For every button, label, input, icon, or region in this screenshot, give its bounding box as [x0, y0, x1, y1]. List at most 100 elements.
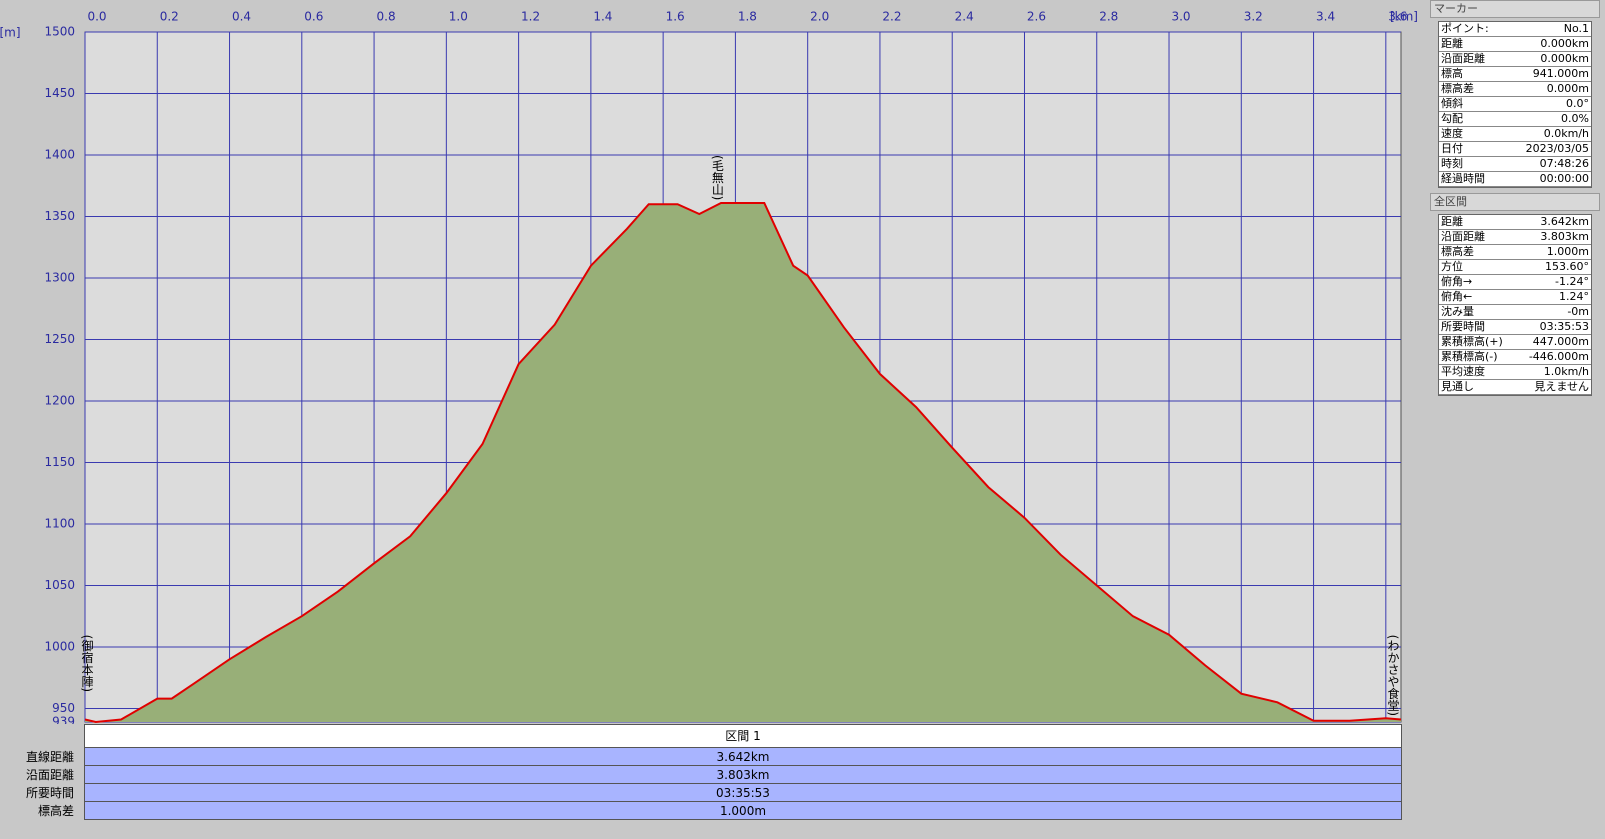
x-tick-label: 1.0: [449, 10, 468, 24]
panel-value: 0.0km/h: [1543, 127, 1589, 140]
panel-row: 標高差 1.000m: [1439, 245, 1591, 260]
panel-label: 日付: [1441, 142, 1463, 155]
y-tick-label: 1050: [44, 578, 75, 592]
x-tick-label: 0.6: [304, 10, 323, 24]
panel-value: 07:48:26: [1539, 157, 1589, 170]
panel-value: -1.24°: [1555, 275, 1589, 288]
panel-label: 沿面距離: [1441, 230, 1485, 243]
panel-label: 距離: [1441, 215, 1463, 228]
panel-value: 0.0%: [1561, 112, 1589, 125]
panel-value: -0m: [1567, 305, 1589, 318]
x-tick-label: 1.8: [738, 10, 757, 24]
panel-row: 速度 0.0km/h: [1439, 127, 1591, 142]
panel-label: ポイント:: [1441, 22, 1489, 35]
panel-label: 見通し: [1441, 380, 1474, 393]
x-tick-label: 2.0: [810, 10, 829, 24]
y-tick-label: 1200: [44, 393, 75, 407]
panel-value: 3.803km: [1540, 230, 1589, 243]
panel-row: 距離 0.000km: [1439, 37, 1591, 52]
panel-value: 153.60°: [1545, 260, 1589, 273]
panel-value: 00:00:00: [1539, 172, 1589, 185]
panel-value: 0.000km: [1540, 37, 1589, 50]
x-tick-label: 3.0: [1171, 10, 1190, 24]
y-tick-label: 1300: [44, 270, 75, 284]
segment-header: 区間 1: [84, 724, 1402, 748]
segment-value: 3.803km: [84, 766, 1402, 784]
x-tick-label: 3.4: [1316, 10, 1335, 24]
panel-value: 447.000m: [1532, 335, 1589, 348]
panel-row: 見通し 見えません: [1439, 380, 1591, 395]
panel-value: 941.000m: [1532, 67, 1589, 80]
x-tick-label: 0.2: [160, 10, 179, 24]
panel-label: 経過時間: [1441, 172, 1485, 185]
panel-row: 時刻 07:48:26: [1439, 157, 1591, 172]
y-tick-label: 1350: [44, 209, 75, 223]
panel-row: 傾斜 0.0°: [1439, 97, 1591, 112]
panel-row: 勾配 0.0%: [1439, 112, 1591, 127]
x-tick-label: 2.6: [1027, 10, 1046, 24]
panel-label: 距離: [1441, 37, 1463, 50]
panel-label: 沈み量: [1441, 305, 1474, 318]
panel-row: 累積標高(+) 447.000m: [1439, 335, 1591, 350]
panel-row: 所要時間 03:35:53: [1439, 320, 1591, 335]
panel-row: 距離 3.642km: [1439, 215, 1591, 230]
panel-value: 03:35:53: [1539, 320, 1589, 333]
panel-row: 標高 941.000m: [1439, 67, 1591, 82]
panel-label: 勾配: [1441, 112, 1463, 125]
y-tick-label: 1100: [44, 516, 75, 530]
panel-label: 累積標高(+): [1441, 335, 1503, 348]
panel-row: 方位 153.60°: [1439, 260, 1591, 275]
segment-row: 所要時間 03:35:53: [0, 784, 1402, 802]
segment-row: 標高差 1.000m: [0, 802, 1402, 820]
panel-label: 標高差: [1441, 82, 1474, 95]
segment-value: 3.642km: [84, 748, 1402, 766]
x-tick-label: 0.8: [377, 10, 396, 24]
y-tick-label: 1000: [44, 639, 75, 653]
x-tick-label: 2.8: [1099, 10, 1118, 24]
panel-row: 沿面距離 0.000km: [1439, 52, 1591, 67]
panel-value: 1.0km/h: [1543, 365, 1589, 378]
x-tick-label: 3.6: [1388, 10, 1407, 24]
panel-title: 全区間: [1430, 193, 1600, 211]
panel-label: 標高: [1441, 67, 1463, 80]
y-tick-label: 1500: [44, 25, 75, 39]
total-panel: 全区間 距離 3.642km 沿面距離 3.803km 標高差 1.000m 方位 153.6…: [1430, 193, 1600, 396]
panel-value: -446.000m: [1528, 350, 1589, 363]
panel-label: 俯角←: [1441, 290, 1473, 303]
x-tick-label: 1.4: [593, 10, 612, 24]
panel-label: 所要時間: [1441, 320, 1485, 333]
y-tick-label: 1400: [44, 147, 75, 161]
panel-row: 経過時間 00:00:00: [1439, 172, 1591, 187]
panel-title: マーカー: [1430, 0, 1600, 18]
panel-row: 平均速度 1.0km/h: [1439, 365, 1591, 380]
x-tick-label: 0.4: [232, 10, 251, 24]
y-tick-label: 1450: [44, 86, 75, 100]
annotation: (毛無山): [710, 155, 724, 200]
marker-box: ポイント: No.1 距離 0.000km 沿面距離 0.000km 標高 941.000m 標…: [1438, 21, 1592, 188]
segment-row: 沿面距離 3.803km: [0, 766, 1402, 784]
segment-table: 区間 1 直線距離 3.642km 沿面距離 3.803km 所要時間 03:35:53 標…: [0, 724, 1402, 820]
panel-value: 見えません: [1534, 380, 1589, 393]
annotation: (御宿本陣): [80, 635, 94, 692]
panel-label: 時刻: [1441, 157, 1463, 170]
segment-label: 所要時間: [25, 786, 74, 800]
panel-row: 累積標高(-) -446.000m: [1439, 350, 1591, 365]
panel-label: 傾斜: [1441, 97, 1463, 110]
y-tick-label: 1250: [44, 332, 75, 346]
annotation: (わかさや食堂): [1386, 635, 1400, 716]
x-tick-label: 0.0: [87, 10, 106, 24]
y-tick-label: 950: [52, 701, 75, 715]
total-box: 距離 3.642km 沿面距離 3.803km 標高差 1.000m 方位 153.60° 俯角…: [1438, 214, 1592, 396]
elevation-line: [84, 202, 1402, 724]
x-tick-label: 3.2: [1244, 10, 1263, 24]
panel-row: 沈み量 -0m: [1439, 305, 1591, 320]
elevation-area: [85, 203, 1401, 722]
panel-value: No.1: [1563, 22, 1589, 35]
panel-value: 2023/03/05: [1525, 142, 1589, 155]
segment-value: 1.000m: [84, 802, 1402, 820]
x-tick-label: 2.4: [955, 10, 974, 24]
panel-value: 0.000km: [1540, 52, 1589, 65]
segment-row: 直線距離 3.642km: [0, 748, 1402, 766]
